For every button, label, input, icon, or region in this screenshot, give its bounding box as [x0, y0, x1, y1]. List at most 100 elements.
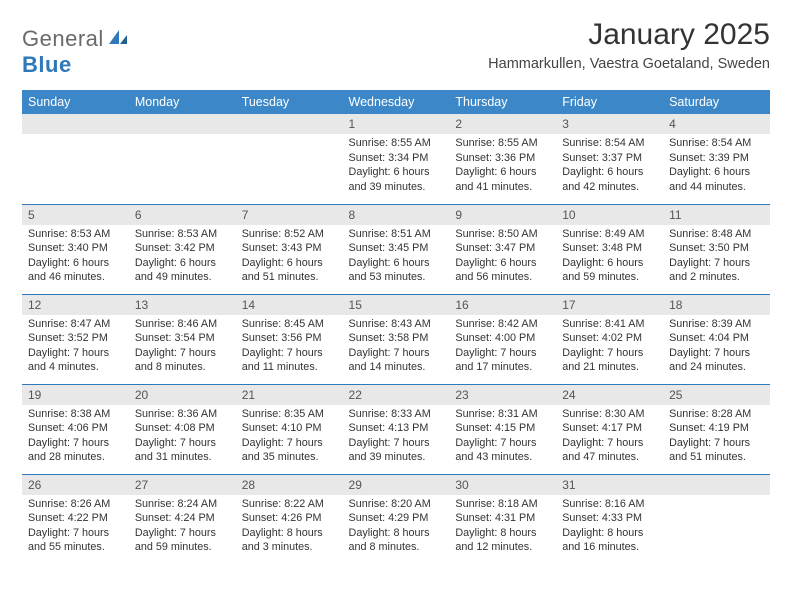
day-details: Sunrise: 8:52 AMSunset: 3:43 PMDaylight:… [236, 225, 343, 289]
calendar-day-cell: 22Sunrise: 8:33 AMSunset: 4:13 PMDayligh… [343, 384, 450, 474]
day-details: Sunrise: 8:48 AMSunset: 3:50 PMDaylight:… [663, 225, 770, 289]
sunrise-text: Sunrise: 8:43 AM [349, 317, 444, 332]
sunrise-text: Sunrise: 8:20 AM [349, 497, 444, 512]
day-details: Sunrise: 8:20 AMSunset: 4:29 PMDaylight:… [343, 495, 450, 559]
day-number: 30 [449, 475, 556, 495]
daylight-text: Daylight: 7 hours and 47 minutes. [562, 436, 657, 465]
daylight-text: Daylight: 8 hours and 8 minutes. [349, 526, 444, 555]
calendar-day-cell: 13Sunrise: 8:46 AMSunset: 3:54 PMDayligh… [129, 294, 236, 384]
day-details: Sunrise: 8:16 AMSunset: 4:33 PMDaylight:… [556, 495, 663, 559]
col-sunday: Sunday [22, 90, 129, 114]
day-number: 13 [129, 295, 236, 315]
daylight-text: Daylight: 7 hours and 21 minutes. [562, 346, 657, 375]
day-number [236, 114, 343, 134]
calendar-day-cell: 3Sunrise: 8:54 AMSunset: 3:37 PMDaylight… [556, 114, 663, 204]
sunset-text: Sunset: 3:43 PM [242, 241, 337, 256]
calendar-day-cell: 10Sunrise: 8:49 AMSunset: 3:48 PMDayligh… [556, 204, 663, 294]
calendar-week-row: 19Sunrise: 8:38 AMSunset: 4:06 PMDayligh… [22, 384, 770, 474]
calendar-table: Sunday Monday Tuesday Wednesday Thursday… [22, 90, 770, 564]
day-number: 1 [343, 114, 450, 134]
day-number: 15 [343, 295, 450, 315]
calendar-week-row: 12Sunrise: 8:47 AMSunset: 3:52 PMDayligh… [22, 294, 770, 384]
calendar-page: General Blue January 2025 Hammarkullen, … [0, 0, 792, 582]
calendar-day-cell: 18Sunrise: 8:39 AMSunset: 4:04 PMDayligh… [663, 294, 770, 384]
sunset-text: Sunset: 3:47 PM [455, 241, 550, 256]
sunset-text: Sunset: 3:54 PM [135, 331, 230, 346]
daylight-text: Daylight: 6 hours and 41 minutes. [455, 165, 550, 194]
calendar-day-cell [22, 114, 129, 204]
calendar-day-cell: 29Sunrise: 8:20 AMSunset: 4:29 PMDayligh… [343, 474, 450, 564]
daylight-text: Daylight: 7 hours and 8 minutes. [135, 346, 230, 375]
day-number: 9 [449, 205, 556, 225]
calendar-day-cell: 2Sunrise: 8:55 AMSunset: 3:36 PMDaylight… [449, 114, 556, 204]
day-number: 23 [449, 385, 556, 405]
day-number: 12 [22, 295, 129, 315]
day-details: Sunrise: 8:38 AMSunset: 4:06 PMDaylight:… [22, 405, 129, 469]
sunset-text: Sunset: 4:08 PM [135, 421, 230, 436]
sunrise-text: Sunrise: 8:36 AM [135, 407, 230, 422]
day-details: Sunrise: 8:22 AMSunset: 4:26 PMDaylight:… [236, 495, 343, 559]
day-details: Sunrise: 8:30 AMSunset: 4:17 PMDaylight:… [556, 405, 663, 469]
sunset-text: Sunset: 3:37 PM [562, 151, 657, 166]
calendar-week-row: 5Sunrise: 8:53 AMSunset: 3:40 PMDaylight… [22, 204, 770, 294]
calendar-day-cell: 1Sunrise: 8:55 AMSunset: 3:34 PMDaylight… [343, 114, 450, 204]
day-number: 22 [343, 385, 450, 405]
day-number: 2 [449, 114, 556, 134]
col-friday: Friday [556, 90, 663, 114]
sunset-text: Sunset: 3:40 PM [28, 241, 123, 256]
location-subtitle: Hammarkullen, Vaestra Goetaland, Sweden [488, 56, 770, 72]
daylight-text: Daylight: 7 hours and 35 minutes. [242, 436, 337, 465]
day-number: 29 [343, 475, 450, 495]
day-number: 31 [556, 475, 663, 495]
day-details: Sunrise: 8:18 AMSunset: 4:31 PMDaylight:… [449, 495, 556, 559]
calendar-day-cell: 23Sunrise: 8:31 AMSunset: 4:15 PMDayligh… [449, 384, 556, 474]
logo-word-blue: Blue [22, 52, 72, 77]
day-number [129, 114, 236, 134]
calendar-day-cell: 26Sunrise: 8:26 AMSunset: 4:22 PMDayligh… [22, 474, 129, 564]
day-details: Sunrise: 8:54 AMSunset: 3:37 PMDaylight:… [556, 134, 663, 198]
day-details: Sunrise: 8:53 AMSunset: 3:40 PMDaylight:… [22, 225, 129, 289]
sunrise-text: Sunrise: 8:54 AM [562, 136, 657, 151]
day-details: Sunrise: 8:51 AMSunset: 3:45 PMDaylight:… [343, 225, 450, 289]
sunset-text: Sunset: 3:50 PM [669, 241, 764, 256]
day-details: Sunrise: 8:33 AMSunset: 4:13 PMDaylight:… [343, 405, 450, 469]
calendar-day-cell [236, 114, 343, 204]
calendar-day-cell: 8Sunrise: 8:51 AMSunset: 3:45 PMDaylight… [343, 204, 450, 294]
col-thursday: Thursday [449, 90, 556, 114]
calendar-day-cell: 4Sunrise: 8:54 AMSunset: 3:39 PMDaylight… [663, 114, 770, 204]
col-monday: Monday [129, 90, 236, 114]
day-details: Sunrise: 8:31 AMSunset: 4:15 PMDaylight:… [449, 405, 556, 469]
daylight-text: Daylight: 6 hours and 49 minutes. [135, 256, 230, 285]
calendar-day-cell [663, 474, 770, 564]
day-number: 3 [556, 114, 663, 134]
day-number: 26 [22, 475, 129, 495]
sunset-text: Sunset: 4:04 PM [669, 331, 764, 346]
day-number: 16 [449, 295, 556, 315]
calendar-day-cell: 27Sunrise: 8:24 AMSunset: 4:24 PMDayligh… [129, 474, 236, 564]
day-details: Sunrise: 8:50 AMSunset: 3:47 PMDaylight:… [449, 225, 556, 289]
day-details: Sunrise: 8:46 AMSunset: 3:54 PMDaylight:… [129, 315, 236, 379]
sunrise-text: Sunrise: 8:54 AM [669, 136, 764, 151]
sunset-text: Sunset: 4:22 PM [28, 511, 123, 526]
daylight-text: Daylight: 6 hours and 44 minutes. [669, 165, 764, 194]
calendar-day-cell: 24Sunrise: 8:30 AMSunset: 4:17 PMDayligh… [556, 384, 663, 474]
sunrise-text: Sunrise: 8:28 AM [669, 407, 764, 422]
daylight-text: Daylight: 6 hours and 56 minutes. [455, 256, 550, 285]
col-tuesday: Tuesday [236, 90, 343, 114]
day-details: Sunrise: 8:47 AMSunset: 3:52 PMDaylight:… [22, 315, 129, 379]
calendar-day-cell: 6Sunrise: 8:53 AMSunset: 3:42 PMDaylight… [129, 204, 236, 294]
logo-text: General Blue [22, 26, 129, 78]
sunset-text: Sunset: 4:31 PM [455, 511, 550, 526]
sail-icon [107, 26, 129, 51]
sunrise-text: Sunrise: 8:26 AM [28, 497, 123, 512]
day-details: Sunrise: 8:42 AMSunset: 4:00 PMDaylight:… [449, 315, 556, 379]
title-block: January 2025 Hammarkullen, Vaestra Goeta… [488, 18, 770, 72]
sunrise-text: Sunrise: 8:50 AM [455, 227, 550, 242]
sunset-text: Sunset: 4:10 PM [242, 421, 337, 436]
calendar-day-cell: 5Sunrise: 8:53 AMSunset: 3:40 PMDaylight… [22, 204, 129, 294]
daylight-text: Daylight: 7 hours and 14 minutes. [349, 346, 444, 375]
day-number: 27 [129, 475, 236, 495]
sunset-text: Sunset: 3:58 PM [349, 331, 444, 346]
sunrise-text: Sunrise: 8:24 AM [135, 497, 230, 512]
daylight-text: Daylight: 7 hours and 11 minutes. [242, 346, 337, 375]
